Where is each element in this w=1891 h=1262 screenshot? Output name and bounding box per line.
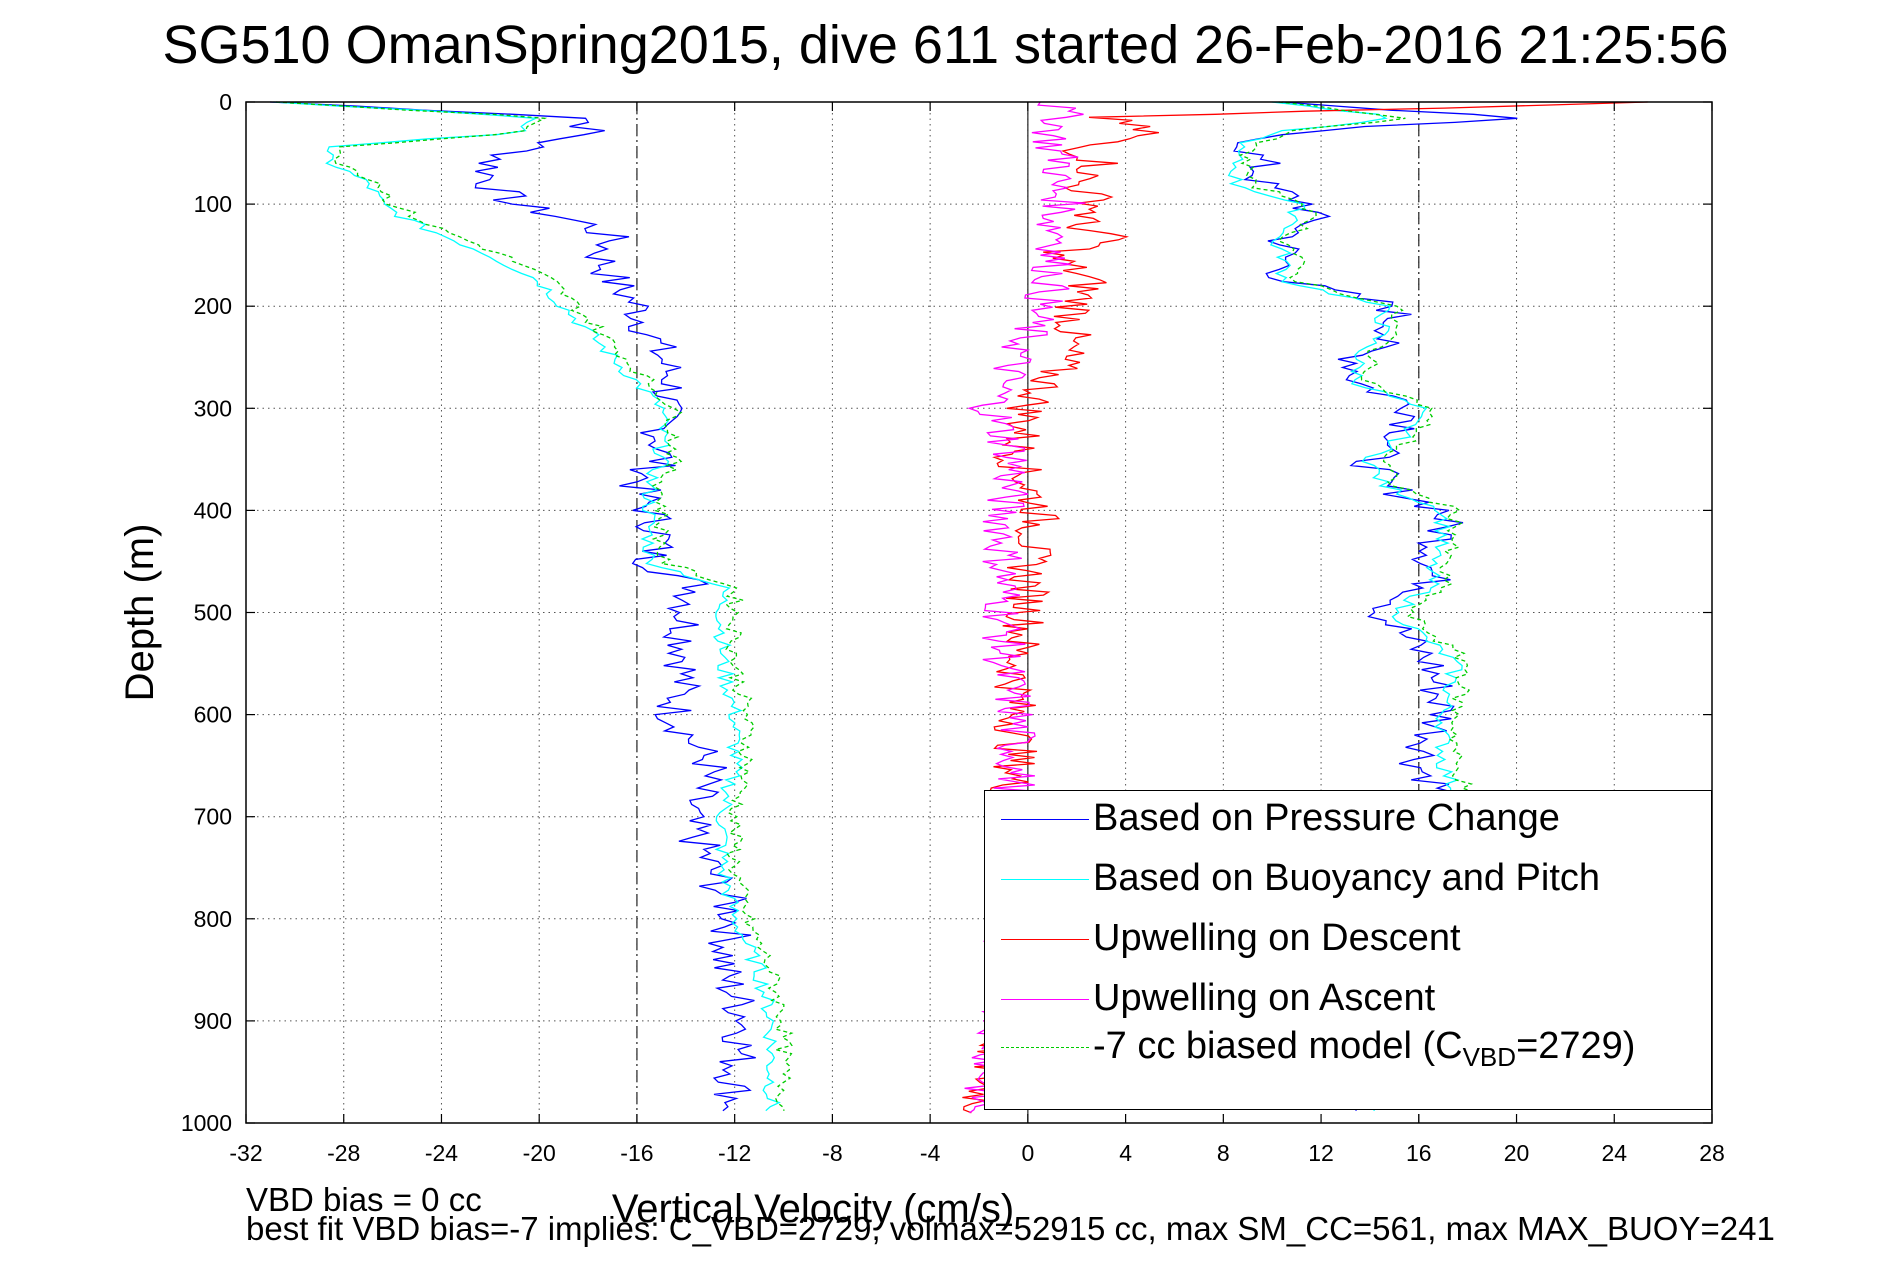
legend-swatch bbox=[1001, 1047, 1089, 1048]
x-tick-label: -8 bbox=[822, 1140, 842, 1166]
x-tick-label: 4 bbox=[1119, 1140, 1132, 1166]
legend-model-subscript: VBD bbox=[1462, 1042, 1517, 1072]
y-tick-label: 500 bbox=[194, 600, 232, 626]
legend-swatch bbox=[1001, 819, 1089, 820]
y-tick-label: 1000 bbox=[181, 1110, 232, 1136]
plot-frame bbox=[245, 101, 1713, 1124]
x-axis-label: Vertical Velocity (cm/s) bbox=[612, 1187, 1014, 1231]
x-tick-label: 16 bbox=[1406, 1140, 1432, 1166]
y-tick-label: 200 bbox=[194, 293, 232, 319]
y-tick-label: 400 bbox=[194, 497, 232, 523]
legend-label: Based on Pressure Change bbox=[1093, 797, 1560, 839]
y-tick-label: 100 bbox=[194, 191, 232, 217]
legend-label: Upwelling on Ascent bbox=[1093, 977, 1436, 1019]
y-tick-label: 800 bbox=[194, 906, 232, 932]
legend-item-upwelling-descent: Upwelling on Descent bbox=[985, 911, 1711, 961]
legend-item-pressure: Based on Pressure Change bbox=[985, 791, 1711, 841]
footer-vbd-bias: VBD bias = 0 cc bbox=[246, 1181, 482, 1218]
x-tick-label: -32 bbox=[229, 1140, 262, 1166]
y-tick-label: 900 bbox=[194, 1008, 232, 1034]
legend-label: -7 cc biased model (CVBD=2729) bbox=[1093, 1025, 1635, 1073]
x-tick-label: 0 bbox=[1021, 1140, 1034, 1166]
legend-swatch bbox=[1001, 879, 1089, 880]
y-tick-label: 0 bbox=[219, 89, 232, 115]
x-tick-label: -4 bbox=[920, 1140, 941, 1166]
x-tick-label: -24 bbox=[425, 1140, 458, 1166]
y-axis-label: Depth (m) bbox=[118, 524, 162, 702]
footer-best-fit: best fit VBD bias=-7 implies: C_VBD=2729… bbox=[246, 1210, 1775, 1247]
series-line-descent bbox=[275, 101, 794, 1111]
x-tick-label: 28 bbox=[1699, 1140, 1725, 1166]
series-line-descent bbox=[269, 101, 756, 1112]
legend-item-biased-model: -7 cc biased model (CVBD=2729) bbox=[985, 1019, 1711, 1072]
chart-title: SG510 OmanSpring2015, dive 611 started 2… bbox=[162, 15, 1729, 75]
legend-swatch bbox=[1001, 999, 1089, 1000]
chart-legend: Based on Pressure Change Based on Buoyan… bbox=[984, 790, 1712, 1110]
x-tick-label: 8 bbox=[1217, 1140, 1230, 1166]
x-tick-label: -20 bbox=[523, 1140, 556, 1166]
legend-model-suffix: =2729) bbox=[1516, 1025, 1636, 1067]
legend-label: Based on Buoyancy and Pitch bbox=[1093, 857, 1601, 899]
x-tick-label: -12 bbox=[718, 1140, 751, 1166]
x-tick-label: -16 bbox=[620, 1140, 653, 1166]
legend-swatch bbox=[1001, 939, 1089, 940]
y-tick-label: 700 bbox=[194, 804, 232, 830]
y-tick-label: 300 bbox=[194, 395, 232, 421]
legend-model-prefix: -7 cc biased model (C bbox=[1093, 1025, 1463, 1067]
x-tick-label: 20 bbox=[1504, 1140, 1530, 1166]
legend-item-upwelling-ascent: Upwelling on Ascent bbox=[985, 971, 1711, 1021]
x-tick-label: 24 bbox=[1601, 1140, 1627, 1166]
series-line-descent bbox=[273, 101, 781, 1112]
x-tick-label: -28 bbox=[327, 1140, 360, 1166]
x-tick-label: 12 bbox=[1308, 1140, 1334, 1166]
legend-item-buoyancy: Based on Buoyancy and Pitch bbox=[985, 851, 1711, 901]
y-tick-label: 600 bbox=[194, 702, 232, 728]
legend-label: Upwelling on Descent bbox=[1093, 917, 1461, 959]
axis-layer: -32 -28 -24 -20 -16 -12 -8 -4 0 4 8 12 16 20 24 28 0 100 2… bbox=[118, 89, 1725, 1231]
